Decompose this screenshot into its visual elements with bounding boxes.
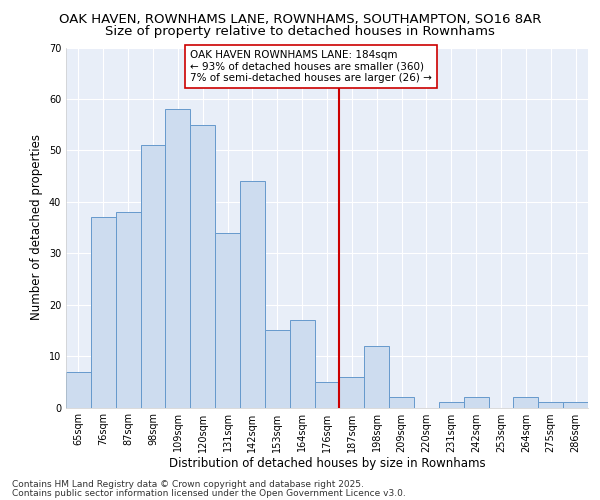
Text: Contains HM Land Registry data © Crown copyright and database right 2025.: Contains HM Land Registry data © Crown c… <box>12 480 364 489</box>
Bar <box>340 376 364 408</box>
Text: Contains public sector information licensed under the Open Government Licence v3: Contains public sector information licen… <box>12 488 406 498</box>
Text: Size of property relative to detached houses in Rownhams: Size of property relative to detached ho… <box>105 25 495 38</box>
Bar <box>514 397 538 407</box>
Bar <box>389 397 414 407</box>
Bar <box>166 109 190 408</box>
Bar <box>439 402 464 407</box>
Bar <box>91 217 116 408</box>
Bar <box>290 320 314 408</box>
Bar <box>215 232 240 408</box>
Bar <box>538 402 563 407</box>
Bar <box>364 346 389 408</box>
Y-axis label: Number of detached properties: Number of detached properties <box>30 134 43 320</box>
Bar <box>116 212 140 408</box>
Bar <box>66 372 91 408</box>
X-axis label: Distribution of detached houses by size in Rownhams: Distribution of detached houses by size … <box>169 458 485 470</box>
Bar <box>563 402 588 407</box>
Bar <box>190 124 215 408</box>
Bar <box>240 181 265 408</box>
Bar <box>265 330 290 407</box>
Bar <box>140 145 166 407</box>
Text: OAK HAVEN, ROWNHAMS LANE, ROWNHAMS, SOUTHAMPTON, SO16 8AR: OAK HAVEN, ROWNHAMS LANE, ROWNHAMS, SOUT… <box>59 12 541 26</box>
Bar <box>464 397 488 407</box>
Bar <box>314 382 340 407</box>
Text: OAK HAVEN ROWNHAMS LANE: 184sqm
← 93% of detached houses are smaller (360)
7% of: OAK HAVEN ROWNHAMS LANE: 184sqm ← 93% of… <box>190 50 432 84</box>
